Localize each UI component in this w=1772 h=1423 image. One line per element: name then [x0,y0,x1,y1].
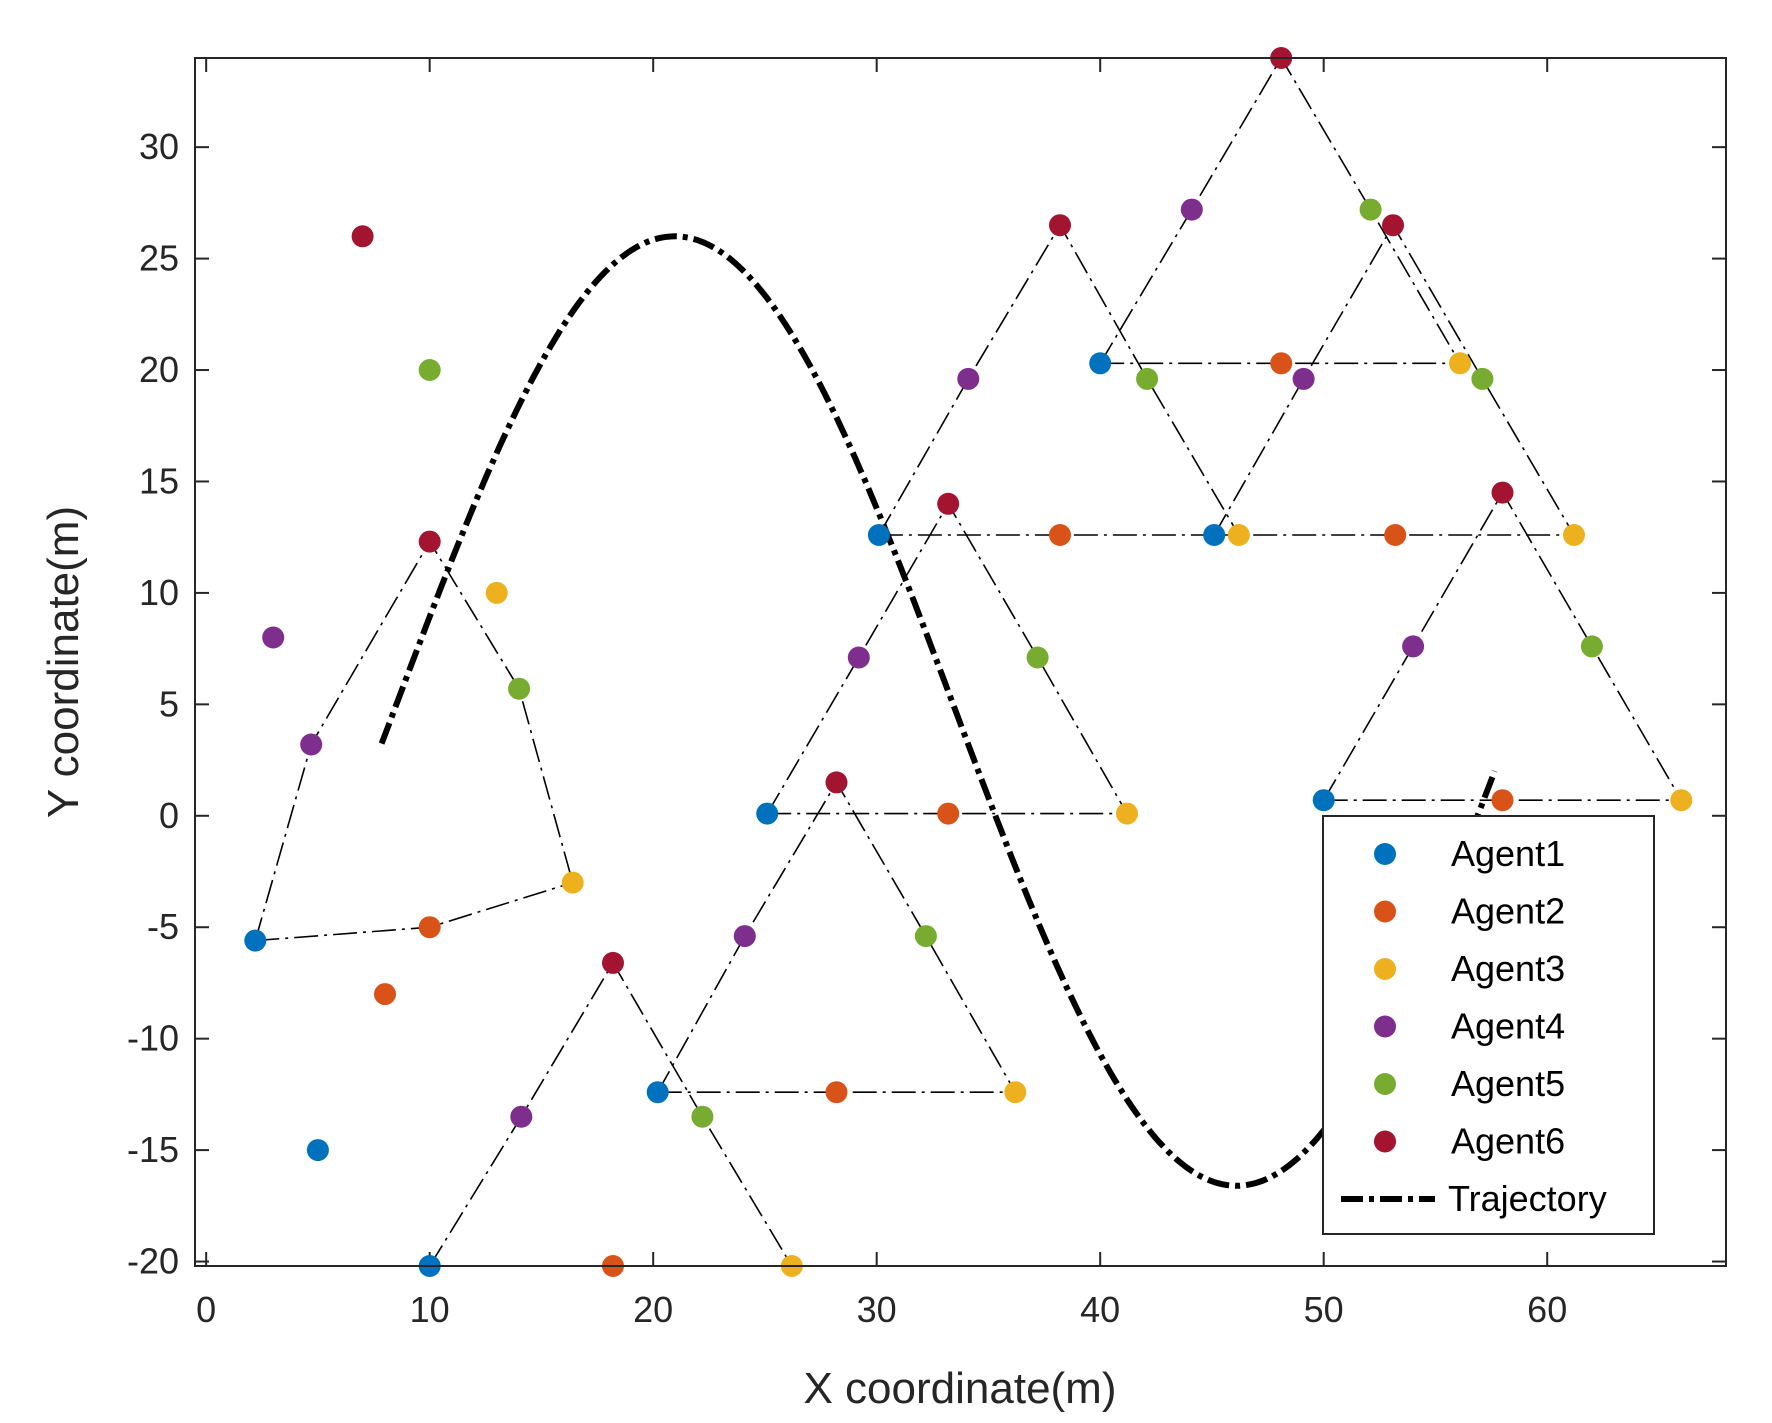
agent4-point [957,367,980,390]
legend-marker-agent4 [1374,1015,1396,1038]
legend-label-trajectory: Trajectory [1448,1178,1607,1219]
agent4-point [300,733,323,756]
legend-label-agent4: Agent4 [1451,1006,1565,1047]
y-tick-label: 30 [139,126,179,167]
x-tick-labels: 0 10 20 30 40 50 60 [196,1289,1567,1330]
agent4-point [262,626,285,649]
agent6-point [825,771,848,794]
legend-marker-agent1 [1374,843,1396,865]
plot-frame [194,57,1727,1267]
y-tick-label: -5 [147,906,179,947]
agent2-point [937,802,960,825]
agent4-point [1402,635,1425,658]
y-tick-label: -15 [127,1129,179,1170]
y-tick-label: -10 [127,1018,179,1059]
agent4-point [510,1105,533,1128]
agent6-point [1491,481,1514,504]
agent6-point [1049,214,1071,237]
legend-label-agent5: Agent5 [1451,1063,1565,1104]
agent1-point [306,1139,329,1162]
x-tick-label: 0 [196,1289,216,1330]
y-tick-label: 10 [139,572,179,613]
agent6-point [1382,214,1404,237]
agent5-point [691,1105,714,1128]
agent1-point [646,1081,669,1104]
x-tick-label: 60 [1527,1289,1567,1330]
y-tick-labels: -20 -15 -10 -5 0 5 10 15 20 25 30 [127,126,179,1281]
x-tick-label: 50 [1304,1289,1344,1330]
agent1-point [1089,352,1112,375]
agent1-point [1312,789,1335,812]
y-tick-label: 5 [159,683,179,724]
legend-label-agent6: Agent6 [1451,1121,1565,1162]
agent5-point [1471,367,1494,390]
x-axis-label: X coordinate(m) [803,1364,1116,1413]
legend-marker-agent6 [1374,1130,1396,1153]
agent6-point [937,492,960,515]
agent1-point [244,929,267,952]
agent4-point [1180,198,1203,221]
agent6-point [418,530,441,553]
y-tick-label: 15 [139,460,179,501]
agent1-point [1203,524,1226,546]
agent2-point [1491,789,1514,812]
agent4-point [847,646,870,669]
agent1-point [756,802,779,825]
agent3-point [561,871,584,894]
agent6-point [351,225,374,248]
agent3-point [1116,802,1138,825]
y-tick-label: 0 [159,795,179,836]
agent5-point [914,925,937,948]
y-axis-label: Y coordinate(m) [39,506,88,818]
agent5-point [508,677,531,700]
agent3-point [1449,352,1471,375]
y-tick-label: 25 [139,238,179,279]
agent3-point [485,581,508,604]
x-tick-label: 10 [410,1289,450,1330]
agent2-point [374,983,396,1006]
x-tick-label: 30 [857,1289,897,1330]
agent3-point [1227,524,1250,546]
x-tick-label: 40 [1080,1289,1120,1330]
agent5-point [418,359,441,381]
agent3-point [1670,789,1693,812]
agent4-point [733,925,756,948]
legend-marker-agent5 [1374,1073,1396,1095]
data-points [244,47,1693,1277]
agent5-point [1026,646,1049,669]
x-tick-label: 20 [633,1289,673,1330]
agent4-point [1292,367,1315,390]
agent2-point [1049,524,1071,546]
agent3-point [1004,1081,1027,1104]
agent2-point [825,1081,848,1104]
agent2-point [418,916,441,939]
agent5-point [1359,198,1382,221]
legend-label-agent1: Agent1 [1451,833,1565,874]
agent3-point [1563,524,1585,546]
legend: Agent1 Agent2 Agent3 Agent4 Agent5 Agent6 Traj… [1322,815,1655,1235]
legend-label-agent3: Agent3 [1451,948,1565,989]
tick-marks [195,58,1726,1266]
agent1-point [867,524,890,546]
agent2-point [1384,524,1407,546]
legend-marker-agent2 [1374,900,1396,923]
agent6-point [602,951,624,974]
agent2-point [1270,352,1293,375]
agent5-point [1580,635,1603,658]
legend-marker-agent3 [1374,958,1396,980]
y-tick-label: -20 [127,1241,179,1282]
agent5-point [1136,367,1159,390]
legend-label-agent2: Agent2 [1451,891,1565,932]
y-tick-label: 20 [139,349,179,390]
